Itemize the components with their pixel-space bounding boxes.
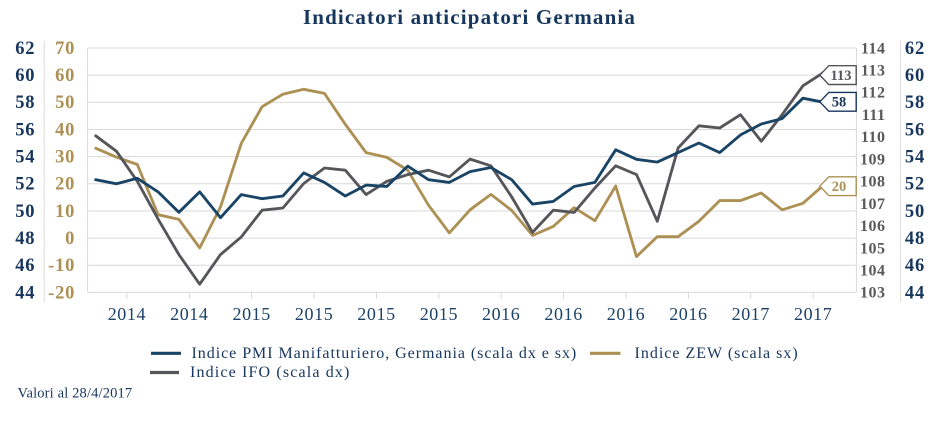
svg-text:48: 48 [15, 229, 35, 249]
svg-text:113: 113 [831, 68, 852, 84]
svg-text:112: 112 [861, 85, 886, 102]
svg-text:2017: 2017 [794, 304, 832, 324]
svg-text:10: 10 [55, 202, 75, 222]
svg-text:70: 70 [55, 39, 75, 59]
svg-text:50: 50 [55, 93, 75, 113]
svg-text:52: 52 [15, 175, 35, 195]
svg-text:107: 107 [860, 196, 886, 213]
svg-text:2014: 2014 [108, 304, 146, 324]
svg-text:108: 108 [860, 174, 886, 191]
svg-text:Valori al 28/4/2017: Valori al 28/4/2017 [18, 386, 133, 402]
svg-text:58: 58 [905, 93, 925, 113]
svg-text:2015: 2015 [357, 304, 395, 324]
svg-text:111: 111 [862, 107, 886, 124]
svg-text:56: 56 [15, 120, 35, 140]
svg-text:58: 58 [15, 93, 35, 113]
svg-text:106: 106 [860, 218, 886, 235]
svg-text:104: 104 [860, 263, 886, 280]
svg-text:58: 58 [832, 95, 847, 111]
svg-text:46: 46 [905, 256, 925, 276]
svg-text:60: 60 [55, 66, 75, 86]
svg-text:54: 54 [15, 148, 35, 168]
svg-text:2015: 2015 [420, 304, 458, 324]
svg-text:Indicatori anticipatori German: Indicatori anticipatori Germania [303, 5, 636, 29]
svg-text:30: 30 [55, 148, 75, 168]
svg-text:56: 56 [905, 120, 925, 140]
svg-text:40: 40 [55, 120, 75, 140]
svg-text:48: 48 [905, 229, 925, 249]
svg-text:44: 44 [15, 283, 35, 303]
svg-text:52: 52 [905, 175, 925, 195]
svg-text:113: 113 [861, 63, 886, 80]
svg-text:44: 44 [905, 283, 925, 303]
svg-text:2016: 2016 [544, 304, 582, 324]
svg-text:114: 114 [861, 40, 886, 57]
svg-text:50: 50 [15, 202, 35, 222]
svg-text:2014: 2014 [170, 304, 208, 324]
svg-text:103: 103 [860, 285, 886, 302]
svg-text:105: 105 [860, 240, 886, 257]
svg-text:50: 50 [905, 202, 925, 222]
svg-text:-10: -10 [48, 256, 75, 276]
svg-text:110: 110 [861, 129, 886, 146]
svg-text:Indice ZEW (scala sx): Indice ZEW (scala sx) [635, 345, 799, 362]
svg-text:54: 54 [905, 148, 925, 168]
svg-text:2017: 2017 [732, 304, 770, 324]
svg-text:2016: 2016 [669, 304, 707, 324]
svg-text:0: 0 [65, 229, 75, 249]
svg-text:60: 60 [905, 66, 925, 86]
svg-text:62: 62 [15, 39, 35, 59]
svg-text:46: 46 [15, 256, 35, 276]
svg-text:2015: 2015 [232, 304, 270, 324]
svg-text:Indice IFO (scala dx): Indice IFO (scala dx) [190, 364, 351, 381]
svg-text:2016: 2016 [607, 304, 645, 324]
svg-text:109: 109 [860, 151, 886, 168]
svg-text:60: 60 [15, 66, 35, 86]
svg-text:-20: -20 [48, 283, 75, 303]
svg-text:20: 20 [55, 175, 75, 195]
svg-text:2015: 2015 [295, 304, 333, 324]
svg-text:20: 20 [832, 179, 847, 195]
svg-text:2016: 2016 [482, 304, 520, 324]
svg-text:Indice PMI Manifatturiero, Ger: Indice PMI Manifatturiero, Germania (sca… [192, 345, 578, 362]
svg-text:62: 62 [905, 39, 925, 59]
